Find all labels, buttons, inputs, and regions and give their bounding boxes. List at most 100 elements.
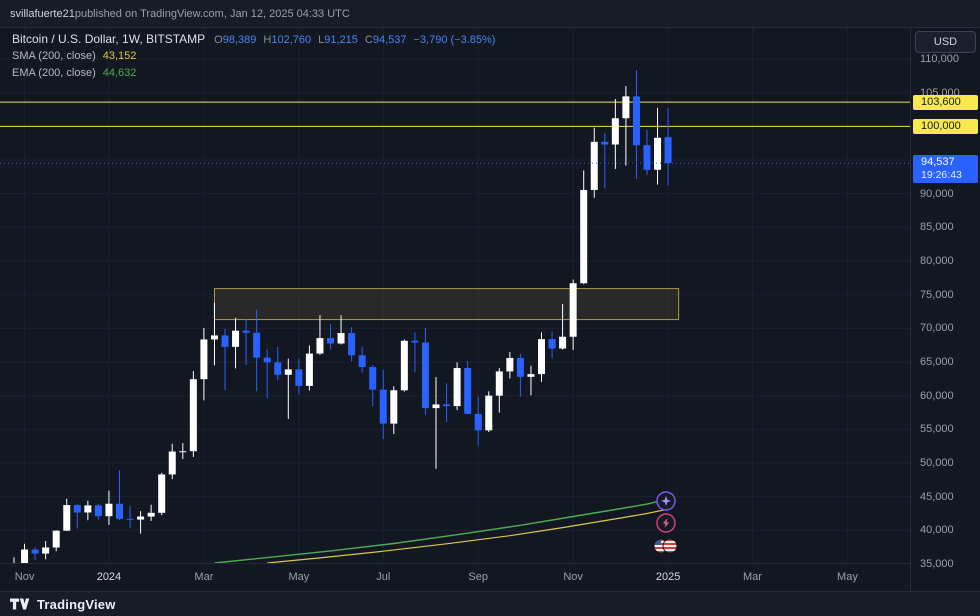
candle: [580, 189, 588, 284]
chart-pane[interactable]: [0, 28, 910, 570]
candle: [538, 339, 545, 375]
symbol-title[interactable]: Bitcoin / U.S. Dollar, 1W, BITSTAMP: [12, 32, 206, 46]
sma-legend-row[interactable]: SMA (200, close) 43,152: [12, 49, 495, 63]
candle: [52, 530, 60, 548]
time-axis[interactable]: Nov 2024 Mar May Jul Sep Nov 2025 Mar May: [0, 563, 910, 592]
candle: [379, 389, 387, 424]
price-axis-label: 65,000: [920, 356, 954, 368]
price-axis-label: 75,000: [920, 288, 954, 301]
time-axis-label: 2024: [96, 571, 122, 583]
price-axis-label: 80,000: [920, 255, 954, 267]
time-axis-label: Mar: [194, 571, 214, 583]
time-axis-label: May: [288, 571, 310, 583]
candle: [147, 512, 155, 517]
candle: [464, 368, 472, 414]
candle: [84, 505, 92, 513]
time-axis-label: Sep: [468, 571, 488, 583]
candle: [210, 335, 218, 340]
candle: [232, 330, 240, 347]
price-axis-label: 90,000: [920, 187, 954, 200]
candle: [179, 451, 187, 453]
candle: [200, 339, 208, 380]
price-axis-label: 50,000: [920, 457, 954, 469]
time-axis-label: Mar: [743, 571, 762, 583]
publish-info-text: published on TradingView.com, Jan 12, 20…: [74, 7, 350, 20]
candle: [337, 333, 345, 344]
ohlc-low: L91,215: [318, 34, 358, 46]
candle: [400, 340, 408, 391]
candle: [221, 335, 229, 347]
ohlc-close: C94,537: [364, 34, 407, 46]
sma-value: 43,152: [102, 50, 137, 62]
tradingview-brand[interactable]: TradingView: [37, 596, 116, 612]
candle: [516, 357, 524, 377]
current-price-label: 94,537 19:26:43: [913, 155, 978, 184]
price-axis[interactable]: USD 110,000 105,000 90,000 85,000 80,000 75,0…: [910, 28, 980, 591]
candle: [664, 137, 672, 164]
candle: [274, 362, 282, 375]
candle: [390, 390, 398, 424]
price-level-label: 103,600: [913, 94, 978, 110]
candle: [158, 474, 166, 513]
footer-bar: TradingView: [0, 591, 980, 616]
ema-legend-row[interactable]: EMA (200, close) 44,632: [12, 66, 495, 80]
lightning-marker-icon[interactable]: [656, 513, 676, 533]
candle: [548, 339, 556, 349]
candle: [495, 371, 503, 396]
candle: [189, 379, 197, 452]
change-value: −3,790 (−3.85%): [413, 34, 496, 46]
candle: [31, 549, 39, 554]
time-axis-label: Jul: [376, 571, 391, 583]
supply-zone-rectangle[interactable]: [213, 288, 680, 321]
candle: [348, 333, 356, 356]
tradingview-logo-icon[interactable]: [10, 598, 30, 610]
candle: [485, 395, 493, 431]
candle: [411, 340, 419, 343]
candle: [42, 547, 50, 554]
candle: [295, 369, 303, 386]
flags-marker-icon[interactable]: [653, 538, 678, 554]
chart-legend: Bitcoin / U.S. Dollar, 1W, BITSTAMP O98,…: [12, 32, 495, 80]
publish-username[interactable]: svillafuerte21: [10, 7, 75, 20]
candle: [126, 518, 134, 520]
candle: [453, 368, 461, 407]
candle: [601, 141, 609, 145]
price-axis-label: 110,000: [920, 53, 959, 65]
candle: [263, 357, 271, 363]
time-axis-label: Nov: [14, 571, 35, 583]
candle: [73, 505, 81, 513]
sparkle-marker-icon[interactable]: [656, 491, 676, 511]
candle: [305, 353, 313, 386]
publish-header: svillafuerte21 published on TradingView.…: [0, 0, 980, 28]
ema-line[interactable]: [214, 498, 669, 563]
candle: [559, 336, 567, 349]
candle: [327, 338, 334, 344]
candle: [316, 338, 324, 354]
candle: [253, 332, 261, 358]
candle: [654, 137, 662, 170]
candle: [137, 516, 145, 520]
candle: [474, 413, 482, 431]
sma-line[interactable]: [267, 508, 669, 563]
candle: [116, 503, 123, 519]
ema-label: EMA (200, close): [12, 67, 96, 79]
price-level-label: 100,000: [913, 118, 978, 134]
candle: [632, 96, 640, 146]
candle: [421, 342, 429, 409]
candle: [284, 369, 292, 375]
sma-label: SMA (200, close): [12, 50, 96, 62]
candle: [105, 503, 113, 517]
price-axis-label: 60,000: [920, 389, 954, 402]
ohlc-high: H102,760: [263, 34, 312, 46]
candle: [569, 283, 577, 337]
candle: [432, 404, 440, 409]
candle: [242, 330, 250, 333]
price-axis-label: 55,000: [920, 423, 954, 436]
price-axis-label: 85,000: [920, 221, 954, 234]
candle: [358, 355, 366, 368]
symbol-legend-row[interactable]: Bitcoin / U.S. Dollar, 1W, BITSTAMP O98,…: [12, 32, 495, 46]
price-axis-label: 70,000: [920, 322, 954, 335]
time-axis-label: May: [837, 571, 858, 583]
currency-toggle-button[interactable]: USD: [915, 31, 976, 53]
